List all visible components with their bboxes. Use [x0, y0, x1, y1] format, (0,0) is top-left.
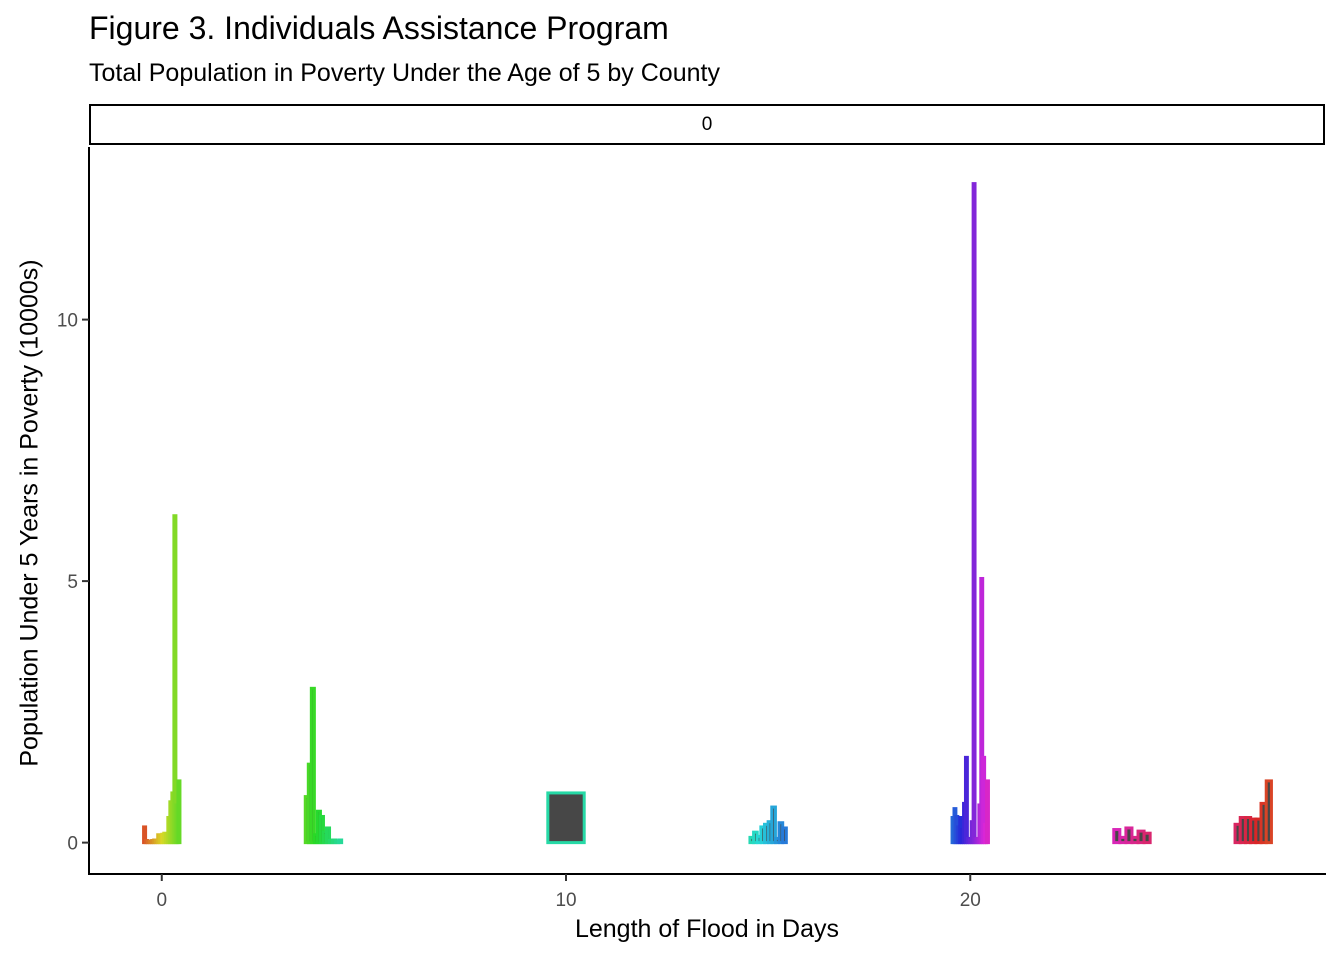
bar: [971, 182, 977, 845]
facet-label: 0: [701, 114, 713, 135]
y-axis-label-wrap: Population Under 5 Years in Poverty (100…: [10, 150, 50, 875]
bars-layer: [142, 182, 1273, 845]
bar: [176, 779, 182, 845]
bar: [985, 779, 990, 845]
x-ticks: 0 10 20: [156, 874, 981, 911]
bar: [325, 826, 332, 845]
bar: [546, 791, 586, 845]
bar: [1124, 826, 1134, 845]
x-axis-label: Length of Flood in Days: [574, 915, 840, 943]
bar: [963, 755, 969, 845]
x-tick-label: 20: [960, 890, 981, 911]
y-ticks: 0 5 10: [57, 311, 89, 855]
bar: [1264, 779, 1273, 845]
y-tick-label: 10: [57, 311, 78, 332]
bar: [770, 805, 777, 845]
y-axis-label: Population Under 5 Years in Poverty (100…: [15, 258, 44, 767]
bar: [318, 814, 325, 845]
x-tick-label: 10: [555, 890, 576, 911]
bar: [1142, 831, 1152, 845]
y-tick-label: 5: [67, 572, 78, 593]
bar: [781, 826, 788, 845]
bar: [337, 838, 344, 845]
chart-subtitle: Total Population in Poverty Under the Ag…: [89, 59, 720, 87]
bar: [172, 514, 178, 845]
x-tick-label: 0: [156, 890, 167, 911]
facet-strip: 0: [89, 104, 1325, 145]
bar: [309, 686, 316, 845]
y-tick-label: 0: [67, 834, 78, 855]
chart-title: Figure 3. Individuals Assistance Program: [89, 10, 669, 46]
